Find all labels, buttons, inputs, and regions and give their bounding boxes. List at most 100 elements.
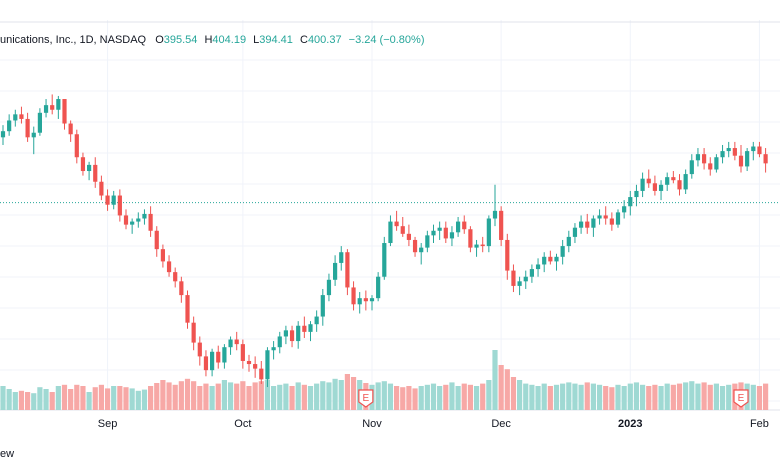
candle-body: [111, 195, 116, 205]
candle-body: [628, 197, 633, 207]
candle-body: [683, 174, 688, 190]
volume-bar: [652, 384, 658, 410]
volume-bar: [670, 384, 676, 410]
candle-body: [431, 230, 436, 236]
candle-body: [585, 221, 590, 228]
x-tick-label: Dec: [491, 418, 511, 430]
candle-body: [130, 221, 135, 225]
candle-body: [99, 181, 104, 196]
candle-body: [357, 298, 362, 305]
candle-body: [535, 264, 541, 270]
candle-body: [382, 243, 387, 277]
candle-body: [210, 351, 215, 371]
candle-body: [166, 261, 172, 273]
volume-bar: [486, 380, 492, 410]
volume-bar: [535, 386, 541, 410]
legend-title: unications, Inc., 1D, NASDAQ: [0, 34, 147, 46]
candle-body: [468, 229, 473, 248]
candle-body: [443, 227, 448, 239]
candle-body: [658, 184, 664, 191]
candle-body: [345, 252, 350, 288]
candle-body: [154, 230, 159, 250]
candle-body: [117, 195, 122, 216]
candle-body: [388, 221, 393, 244]
volume-bar: [74, 384, 80, 410]
candle-body: [191, 322, 196, 343]
volume-bar: [566, 382, 572, 410]
candle-body: [757, 146, 762, 155]
volume-bar: [295, 382, 301, 410]
volume-bar: [55, 386, 61, 410]
volume-bar: [178, 381, 184, 410]
candle-body: [646, 178, 651, 184]
earnings-marker[interactable]: E: [733, 389, 749, 408]
candle-body: [505, 239, 510, 271]
volume-bar: [707, 384, 713, 410]
legend-open-label: O: [155, 34, 164, 46]
candle-body: [480, 244, 485, 247]
candle-body: [62, 99, 67, 124]
volume-bar: [326, 382, 332, 410]
volume-bar: [683, 382, 689, 410]
candle-body: [136, 218, 141, 222]
candle-body: [732, 148, 737, 156]
volume-bar: [283, 383, 289, 410]
candle-body: [240, 344, 245, 361]
legend-low-label: L: [253, 34, 260, 46]
volume-bar: [609, 387, 615, 410]
candle-body: [419, 247, 424, 253]
candle-body: [13, 114, 18, 121]
volume-bar: [320, 381, 326, 410]
candle-body: [308, 324, 313, 332]
candle-body: [246, 360, 252, 365]
candle-body: [228, 339, 233, 348]
candle-body: [363, 298, 368, 302]
volume-bar: [184, 378, 191, 410]
candle-body: [486, 218, 491, 247]
volume-bar: [197, 386, 203, 410]
candle-body: [751, 146, 756, 152]
volume-bar: [633, 382, 640, 410]
candle-body: [333, 262, 338, 280]
candle-body: [763, 154, 768, 164]
volume-bar: [166, 382, 172, 410]
volume-bar: [160, 380, 166, 410]
volume-bar: [49, 392, 55, 410]
candle-body: [320, 295, 325, 317]
volume-bar: [141, 389, 148, 410]
earnings-marker[interactable]: E: [358, 389, 374, 408]
volume-bar: [172, 384, 178, 410]
candle-body: [197, 342, 202, 357]
x-tick-label: Oct: [234, 418, 251, 430]
volume-bar: [43, 389, 49, 410]
candle-body: [609, 218, 614, 225]
volume-bar: [695, 383, 701, 410]
candle-body: [597, 215, 602, 219]
earnings-marker-label: E: [363, 393, 370, 404]
volume-bar: [68, 389, 74, 410]
volume-bar: [117, 386, 123, 410]
volume-bar: [387, 383, 394, 410]
candle-body: [400, 226, 405, 234]
candle-body: [708, 163, 713, 170]
volume-bar: [510, 377, 517, 410]
candle-body: [87, 164, 92, 172]
candle-body: [425, 235, 430, 248]
candle-body: [160, 249, 165, 262]
volume-bar: [560, 383, 566, 410]
volume-bar: [394, 386, 400, 410]
x-tick-label: 2023: [618, 418, 642, 430]
legend-low-value: 394.41: [259, 34, 293, 46]
candle-body: [591, 218, 596, 228]
volume-bar: [701, 382, 707, 410]
candle-body: [369, 298, 375, 302]
volume-bar: [627, 383, 633, 410]
volume-bar: [615, 384, 621, 410]
candle-body: [50, 105, 55, 110]
candle-body: [702, 154, 707, 164]
volume-bar: [0, 386, 6, 410]
candle-body: [148, 213, 153, 231]
volume-bar: [31, 393, 37, 410]
